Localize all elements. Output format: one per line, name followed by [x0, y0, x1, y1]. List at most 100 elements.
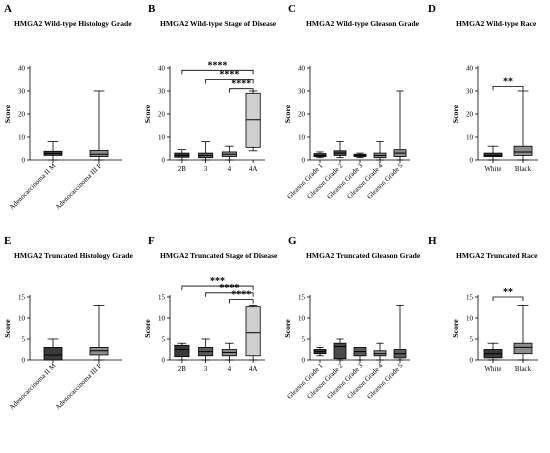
bracket-line [492, 86, 524, 91]
chart-title: HMGA2 Truncated Race [456, 251, 538, 260]
box-adenocarcinoma-ii-m [43, 141, 63, 161]
panel-label: E [4, 235, 11, 247]
y-axis-label: Score [3, 104, 12, 123]
y-axis-label: Score [451, 319, 460, 338]
y-axis-label: Score [283, 104, 292, 123]
y-tick-label: 30 [298, 87, 306, 95]
y-tick-label: 5 [22, 335, 26, 343]
y-tick-label: 10 [466, 314, 474, 322]
bracket-line [228, 88, 254, 93]
significance-label: **** [231, 290, 251, 301]
bracket-line [492, 296, 524, 301]
x-tick-label: Gleason Grade 5 [365, 161, 404, 200]
x-tick-label: 4 [228, 365, 232, 373]
box-gleason-grade-1 [313, 151, 327, 159]
y-tick-label: 10 [18, 314, 26, 322]
y-tick-label: 5 [162, 335, 166, 343]
significance-bracket: ** [492, 287, 524, 301]
box-iqr [245, 306, 261, 357]
box-gleason-grade-2 [333, 338, 347, 361]
significance-label: ** [503, 76, 513, 87]
bracket-line [181, 69, 254, 75]
y-tick-label: 20 [298, 110, 306, 118]
x-tick-label: Gleason Grade 5 [365, 361, 404, 400]
box-iqr [89, 149, 109, 157]
bracket-line [181, 285, 254, 291]
box-4a [245, 90, 261, 152]
box-iqr [513, 342, 533, 355]
y-tick-label: 10 [298, 133, 306, 141]
bracket-line [205, 292, 254, 297]
chart-title: HMGA2 Truncated Histology Grade [14, 251, 134, 260]
panel-label: G [288, 235, 297, 247]
significance-bracket: **** [228, 79, 254, 93]
x-tick-label: White [484, 165, 501, 173]
panel-h: H HMGA2 Truncated Race 0 5 10 15 Score White Bla… [428, 235, 538, 373]
box-adenocarcinoma-ii-m [43, 338, 63, 361]
x-tick-label: 3 [204, 165, 208, 173]
significance-bracket: **** [205, 70, 254, 84]
y-tick-label: 15 [466, 293, 474, 301]
y-tick-label: 10 [18, 133, 26, 141]
panel-label: C [288, 3, 296, 15]
box-gleason-grade-2 [333, 141, 347, 159]
panel-f: F HMGA2 Truncated Stage of Disease 0 5 10 15 S… [143, 235, 278, 373]
y-tick-label: 40 [158, 64, 166, 72]
y-tick-label: 20 [466, 110, 474, 118]
x-tick-label: 4A [249, 365, 258, 373]
y-tick-label: 40 [466, 64, 474, 72]
y-tick-label: 0 [22, 156, 26, 164]
y-axis-label: Score [143, 319, 152, 338]
y-tick-label: 0 [302, 156, 306, 164]
significance-bracket: **** [228, 290, 254, 304]
significance-label: **** [219, 70, 239, 81]
y-tick-label: 0 [162, 356, 166, 364]
box-white [483, 145, 503, 161]
x-tick-label: White [484, 365, 501, 373]
y-axis-label: Score [283, 319, 292, 338]
significance-bracket: **** [205, 283, 254, 297]
y-tick-label: 20 [158, 110, 166, 118]
box-iqr [245, 92, 261, 148]
y-tick-label: 0 [470, 156, 474, 164]
x-tick-label: 4 [228, 165, 232, 173]
box-gleason-grade-3 [353, 152, 367, 159]
box-gleason-grade-3 [353, 346, 367, 361]
box-gleason-grade-4 [373, 141, 387, 161]
box-iqr [333, 342, 347, 360]
y-tick-label: 0 [470, 356, 474, 364]
significance-label: *** [210, 276, 225, 287]
x-tick-label: Black [515, 165, 532, 173]
panel-g: G HMGA2 Truncated Gleason Grade 0 5 10 15 Scor… [283, 235, 421, 401]
significance-label: **** [231, 79, 251, 90]
x-tick-label: Adenocarcinoma III P [54, 362, 104, 412]
chart-title: HMGA2 Truncated Stage of Disease [160, 251, 278, 260]
box-3 [198, 338, 214, 361]
y-tick-label: 30 [158, 87, 166, 95]
box-black [513, 90, 533, 161]
y-tick-label: 10 [466, 133, 474, 141]
significance-bracket: *** [181, 276, 254, 291]
y-tick-label: 10 [298, 314, 306, 322]
panel-label: D [428, 3, 436, 15]
y-axis-label: Score [143, 104, 152, 123]
y-tick-label: 5 [302, 335, 306, 343]
box-4a [245, 304, 261, 361]
y-tick-label: 15 [298, 293, 306, 301]
box-gleason-grade-4 [373, 342, 387, 361]
box-white [483, 342, 503, 361]
panel-label: F [148, 235, 155, 247]
y-tick-label: 30 [18, 87, 26, 95]
x-tick-label: Adenocarcinoma III P [54, 162, 104, 212]
y-tick-label: 10 [158, 314, 166, 322]
box-adenocarcinoma-iii-p [89, 304, 109, 361]
box-2b [174, 149, 190, 161]
box-4 [221, 342, 237, 361]
x-tick-label: Black [515, 365, 532, 373]
box-3 [198, 141, 214, 161]
bracket-line [228, 299, 254, 304]
panel-b: B HMGA2 Wild-type Stage of Disease 0 10 20 30… [143, 3, 277, 173]
